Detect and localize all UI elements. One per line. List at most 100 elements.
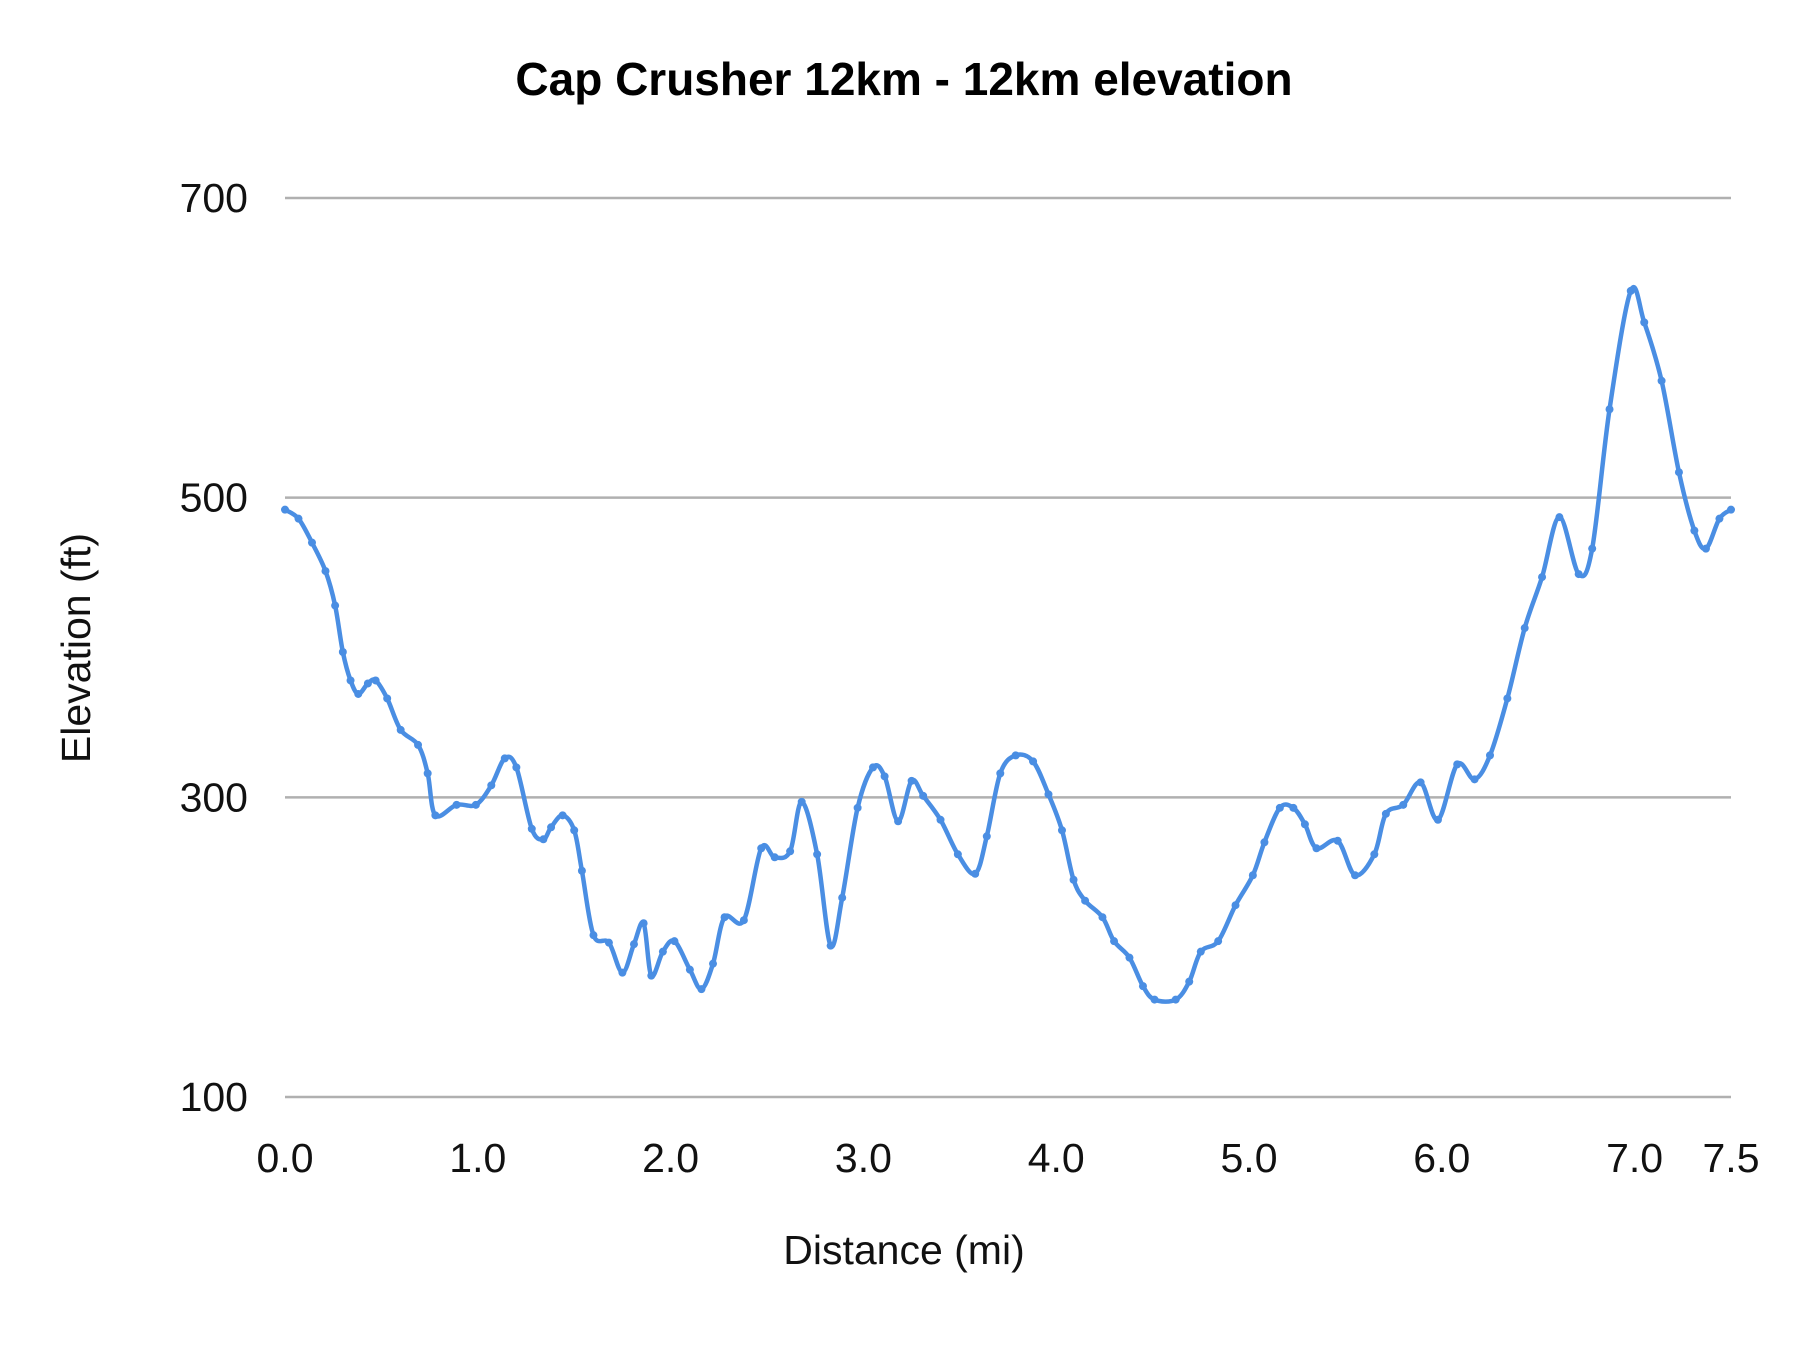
data-point bbox=[813, 850, 822, 859]
data-point bbox=[1486, 751, 1494, 760]
data-point bbox=[1081, 896, 1090, 905]
elevation-line bbox=[283, 285, 1733, 1004]
data-point bbox=[1312, 844, 1321, 853]
y-tick-label: 100 bbox=[180, 1074, 248, 1120]
data-point bbox=[1333, 836, 1342, 845]
x-tick-label: 7.5 bbox=[1703, 1135, 1760, 1181]
data-point bbox=[1351, 871, 1360, 880]
data-point bbox=[739, 916, 748, 925]
data-point bbox=[1196, 947, 1205, 956]
data-point bbox=[1275, 803, 1284, 812]
data-point bbox=[1433, 815, 1442, 824]
data-point bbox=[487, 781, 496, 790]
data-point bbox=[354, 689, 363, 698]
chart-title: Cap Crusher 12km - 12km elevation bbox=[515, 53, 1292, 105]
data-point bbox=[1370, 850, 1379, 859]
data-point bbox=[1674, 468, 1683, 477]
data-point bbox=[371, 676, 380, 685]
data-point bbox=[894, 817, 903, 826]
data-point bbox=[363, 679, 372, 688]
data-point bbox=[697, 985, 706, 994]
data-point bbox=[907, 776, 916, 785]
data-point bbox=[919, 791, 928, 800]
data-point bbox=[853, 803, 862, 812]
data-point bbox=[685, 965, 694, 974]
data-point bbox=[604, 938, 613, 947]
data-point bbox=[294, 514, 303, 523]
data-point bbox=[1657, 376, 1666, 385]
data-point bbox=[1029, 757, 1038, 766]
data-point bbox=[971, 869, 980, 878]
data-point bbox=[1011, 751, 1020, 760]
data-point bbox=[1520, 624, 1529, 633]
x-tick-label: 7.0 bbox=[1606, 1135, 1663, 1181]
data-point bbox=[539, 835, 548, 844]
data-point bbox=[331, 601, 340, 610]
data-point bbox=[1260, 838, 1269, 847]
data-point bbox=[346, 676, 355, 685]
data-point bbox=[826, 941, 835, 950]
x-axis-label: Distance (mi) bbox=[783, 1227, 1024, 1273]
x-axis-ticks: 0.0 1.0 2.0 3.0 4.0 5.0 6.0 7.0 7.5 bbox=[257, 1135, 1760, 1181]
data-point bbox=[1098, 913, 1107, 922]
data-point bbox=[1381, 809, 1390, 818]
data-point bbox=[527, 824, 536, 833]
data-point bbox=[396, 725, 405, 734]
data-point bbox=[982, 832, 991, 841]
data-point bbox=[1069, 875, 1078, 884]
data-point bbox=[1715, 514, 1724, 523]
data-point bbox=[880, 772, 889, 781]
data-point bbox=[1289, 803, 1298, 812]
data-point bbox=[471, 800, 480, 809]
data-point bbox=[953, 850, 962, 859]
data-point bbox=[720, 913, 729, 922]
data-point bbox=[281, 505, 289, 514]
data-point bbox=[1453, 760, 1462, 769]
data-point bbox=[431, 811, 440, 820]
x-tick-label: 1.0 bbox=[449, 1135, 506, 1181]
data-point bbox=[1690, 526, 1699, 535]
x-tick-label: 2.0 bbox=[642, 1135, 699, 1181]
data-point bbox=[423, 769, 432, 778]
data-point bbox=[577, 866, 586, 875]
data-point bbox=[558, 811, 567, 820]
data-point bbox=[1640, 318, 1649, 327]
data-point bbox=[647, 971, 656, 980]
data-point bbox=[1150, 995, 1159, 1004]
data-point bbox=[1057, 826, 1066, 835]
data-point bbox=[512, 763, 521, 772]
data-point bbox=[338, 647, 347, 656]
data-point bbox=[629, 940, 638, 949]
x-tick-label: 0.0 bbox=[257, 1135, 314, 1181]
data-point bbox=[452, 800, 461, 809]
x-tick-label: 5.0 bbox=[1221, 1135, 1278, 1181]
data-point bbox=[1300, 820, 1309, 829]
data-point bbox=[1605, 405, 1614, 414]
data-point bbox=[797, 797, 806, 806]
data-point bbox=[414, 740, 423, 749]
data-point bbox=[1626, 286, 1635, 295]
y-axis-ticks: 100 300 500 700 bbox=[180, 175, 248, 1120]
y-tick-label: 300 bbox=[180, 774, 248, 820]
data-point bbox=[1416, 778, 1425, 787]
data-point bbox=[1470, 775, 1479, 784]
data-point bbox=[1110, 937, 1119, 946]
data-point bbox=[1701, 544, 1710, 553]
data-point bbox=[770, 853, 779, 862]
elevation-series bbox=[281, 285, 1735, 1004]
data-point bbox=[639, 919, 648, 928]
data-point bbox=[500, 754, 509, 763]
y-tick-label: 500 bbox=[180, 475, 248, 521]
data-point bbox=[996, 769, 1005, 778]
data-point bbox=[1399, 800, 1408, 809]
data-point bbox=[1138, 982, 1147, 991]
data-point bbox=[1231, 901, 1240, 910]
data-point bbox=[321, 567, 330, 576]
data-point bbox=[1727, 505, 1735, 514]
gridlines bbox=[285, 196, 1731, 1099]
data-point bbox=[1588, 544, 1597, 553]
data-point bbox=[1538, 573, 1547, 582]
data-point bbox=[670, 937, 679, 946]
x-tick-label: 3.0 bbox=[835, 1135, 892, 1181]
